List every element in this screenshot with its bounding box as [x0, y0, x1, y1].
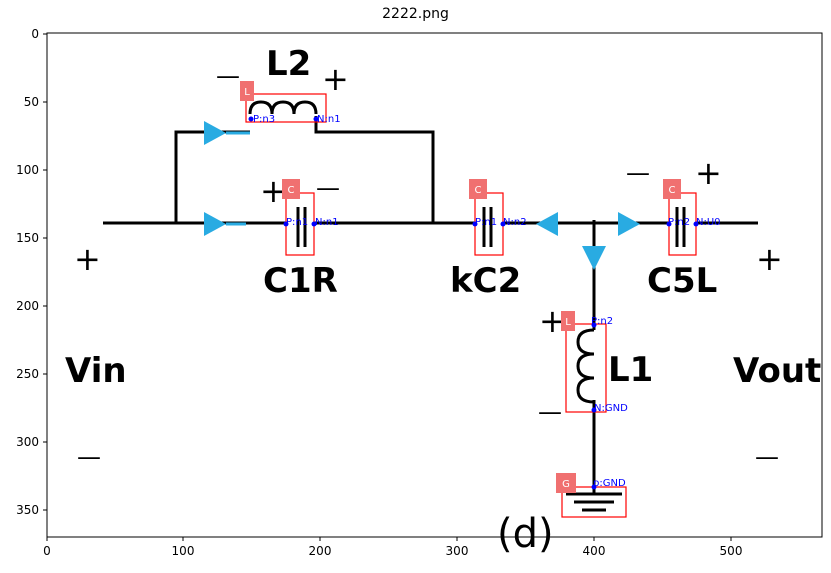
y-tick-label: 300: [16, 435, 39, 449]
y-tick-label: 150: [16, 231, 39, 245]
node-label-p: p:GND: [593, 478, 626, 489]
plot-frame: [46, 32, 823, 538]
node-dot: [693, 221, 699, 227]
arrow-main-right: [204, 212, 226, 236]
l2-right-wire: [314, 116, 435, 223]
label-c5l: C5L: [647, 261, 717, 301]
node-label-n: N:n1: [315, 217, 339, 228]
x-tick-label: 400: [583, 544, 606, 558]
minus-sign: —: [626, 159, 650, 187]
y-tick-label: 100: [16, 163, 39, 177]
node-dot: [666, 221, 672, 227]
detection-kc2: C P:n1 N:n2: [469, 179, 527, 256]
plus-sign: +: [322, 60, 349, 98]
wires: [103, 116, 758, 493]
node-label-p: P:n1: [475, 217, 497, 228]
x-tick-label: 300: [446, 544, 469, 558]
arrow-l2-right: [204, 121, 226, 145]
node-dot: [248, 116, 254, 122]
plus-sign: +: [756, 240, 783, 278]
l2-left-wire: [174, 130, 250, 223]
tag-label: G: [562, 479, 570, 490]
tag-label: C: [669, 185, 676, 196]
tag-label: L: [565, 317, 571, 328]
tag-box: [561, 311, 575, 331]
tag-box: [663, 179, 681, 199]
y-tick-label: 350: [16, 503, 39, 517]
tag-box: [240, 81, 254, 101]
arrow-stems: [226, 131, 250, 226]
tag-label: C: [288, 185, 295, 196]
tag-box: [282, 179, 300, 199]
x-tick-label: 200: [309, 544, 332, 558]
polarity-signs: + + + + + +: [74, 60, 783, 340]
node-dot: [283, 221, 289, 227]
y-tick-label: 250: [16, 367, 39, 381]
bbox-l1: [565, 323, 607, 413]
ground-symbol: [566, 492, 622, 512]
tag-label: L: [244, 87, 250, 98]
x-tick-label: 0: [43, 544, 51, 558]
node-label-p: P:n2: [668, 217, 690, 228]
capacitor-plates: [296, 207, 686, 247]
minus-sign: —: [316, 174, 340, 202]
detection-c1r: C P:n1 N:n1: [282, 179, 339, 256]
arrow-c5l-right: [618, 212, 640, 236]
node-dot: [500, 221, 506, 227]
plus-sign: +: [695, 154, 722, 192]
y-tick-label: 50: [24, 95, 39, 109]
caption-d: (d): [497, 511, 554, 557]
figure-title: 2222.png: [382, 6, 449, 22]
x-axis: 0 100 200 300 400 500: [43, 537, 742, 558]
x-tick-label: 500: [720, 544, 743, 558]
label-kc2: kC2: [450, 261, 521, 301]
y-axis: 0 50 100 150 200 250 300 350: [16, 27, 47, 517]
minus-sign: —: [755, 443, 779, 471]
node-dot: [472, 221, 478, 227]
detection-l2: L P:n3 N:n1: [240, 81, 341, 125]
node-dot: [591, 484, 597, 490]
node-dot: [591, 322, 597, 328]
label-l2: L2: [266, 44, 311, 84]
current-arrows: [204, 121, 640, 270]
node-label-p: P:n1: [286, 217, 308, 228]
label-vout: Vout: [733, 351, 821, 391]
node-label-p: P:n3: [253, 114, 275, 125]
node-label-p: P:n2: [591, 316, 613, 327]
minus-sign: —: [216, 62, 240, 90]
detection-c5l: C P:n2 N:U0: [663, 179, 721, 256]
label-vin: Vin: [65, 351, 127, 391]
detection-gnd: G p:GND: [556, 473, 627, 518]
arrow-l1-down: [582, 246, 606, 270]
minus-sign: —: [77, 443, 101, 471]
plus-sign: +: [74, 240, 101, 278]
label-c1r: C1R: [263, 261, 338, 301]
node-dot: [313, 116, 319, 122]
x-tick-label: 100: [172, 544, 195, 558]
l1-coil: [576, 328, 595, 404]
tag-box: [469, 179, 487, 199]
y-tick-label: 200: [16, 299, 39, 313]
l2-coil: [248, 100, 318, 115]
node-label-n: N:n2: [503, 217, 527, 228]
arrow-kc2-left: [536, 212, 558, 236]
node-label-n: N:GND: [594, 403, 628, 414]
node-dot: [311, 221, 317, 227]
tag-box: [556, 473, 576, 493]
detection-l1: L P:n2 N:GND: [561, 311, 628, 414]
minus-signs: — — — — — —: [77, 62, 779, 471]
minus-sign: —: [538, 398, 562, 426]
tag-label: C: [475, 185, 482, 196]
node-dot: [591, 407, 597, 413]
node-label-n: N:n1: [317, 114, 341, 125]
y-tick-label: 0: [31, 27, 39, 41]
bbox-l2: [245, 93, 327, 123]
label-l1: L1: [608, 350, 653, 390]
node-label-n: N:U0: [696, 217, 721, 228]
